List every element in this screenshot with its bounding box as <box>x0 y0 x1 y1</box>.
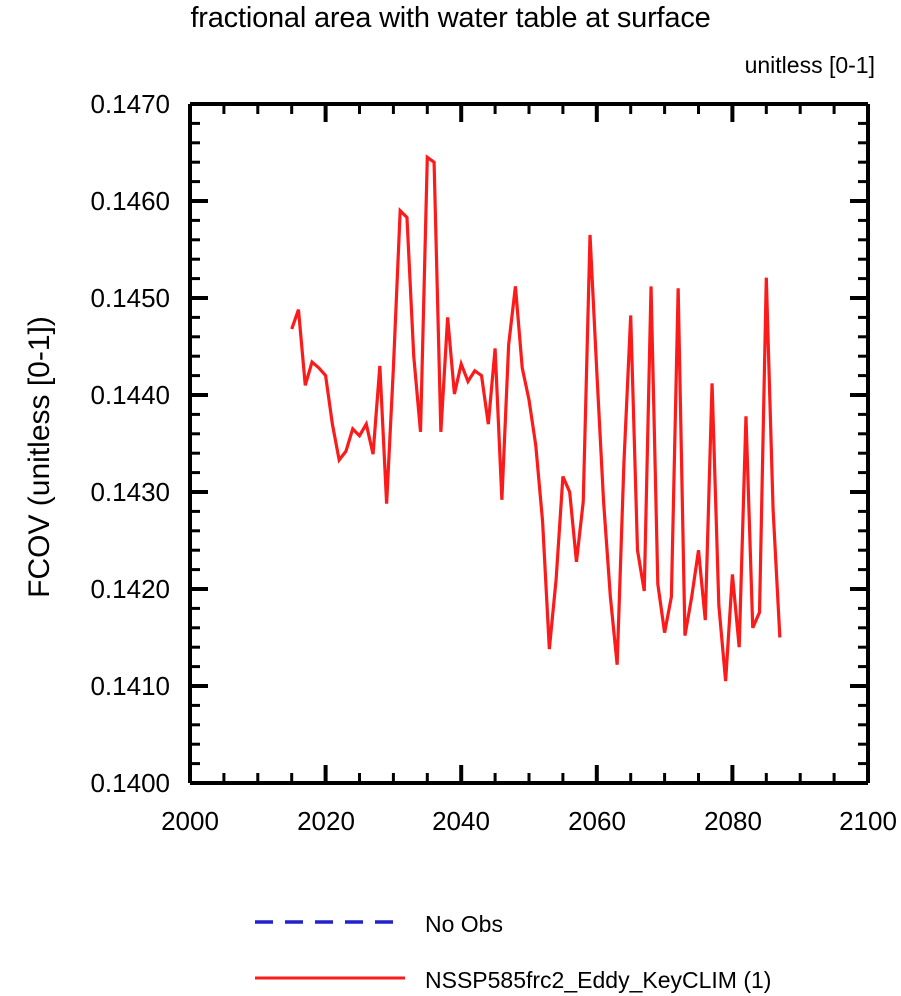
y-tick-label: 0.1430 <box>90 477 170 507</box>
y-tick-label: 0.1410 <box>90 671 170 701</box>
y-tick-label: 0.1470 <box>90 89 170 119</box>
legend <box>255 920 405 980</box>
units-label: unitless [0-1] <box>744 52 875 78</box>
x-tick-label: 2000 <box>161 806 219 836</box>
y-tick-label: 0.1440 <box>90 380 170 410</box>
x-tick-label: 2020 <box>297 806 355 836</box>
y-tick-label: 0.1400 <box>90 768 170 798</box>
x-tick-label: 2040 <box>432 806 490 836</box>
x-tick-label: 2100 <box>839 806 897 836</box>
x-tick-label: 2060 <box>568 806 626 836</box>
x-tick-label: 2080 <box>704 806 762 836</box>
y-tick-label: 0.1450 <box>90 283 170 313</box>
data-series-group <box>290 154 782 682</box>
axis-ticks <box>188 102 870 785</box>
legend-label-series-1: NSSP585frc2_Eddy_KeyCLIM (1) <box>425 967 772 993</box>
y-tick-label: 0.1420 <box>90 574 170 604</box>
y-tick-label: 0.1460 <box>90 186 170 216</box>
series-line-1 <box>290 154 782 682</box>
page-title: fractional area with water table at surf… <box>190 2 711 34</box>
axis-frame <box>188 102 870 785</box>
legend-label-no-obs: No Obs <box>425 911 503 937</box>
